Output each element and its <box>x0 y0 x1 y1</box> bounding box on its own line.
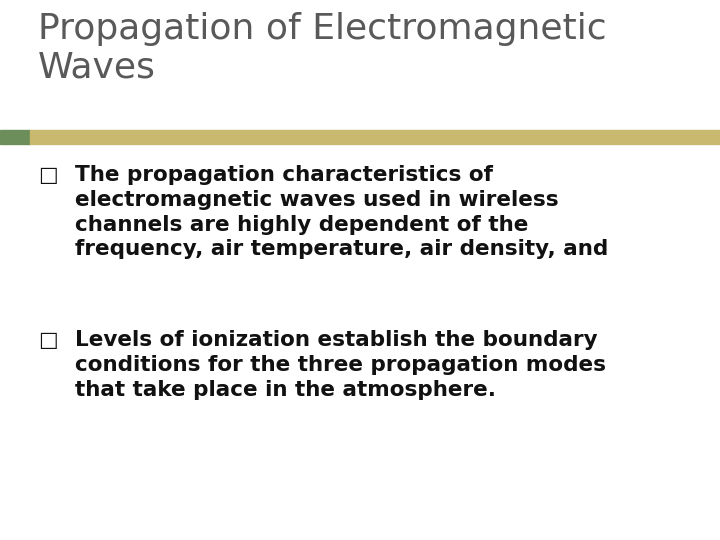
Bar <box>0 130 30 144</box>
Bar <box>30 130 720 144</box>
Text: The propagation characteristics of
electromagnetic waves used in wireless
channe: The propagation characteristics of elect… <box>75 165 608 259</box>
Text: □: □ <box>38 330 58 350</box>
Text: □: □ <box>38 165 58 185</box>
Text: Levels of ionization establish the boundary
conditions for the three propagation: Levels of ionization establish the bound… <box>75 330 606 400</box>
Text: Propagation of Electromagnetic
Waves: Propagation of Electromagnetic Waves <box>38 12 607 84</box>
